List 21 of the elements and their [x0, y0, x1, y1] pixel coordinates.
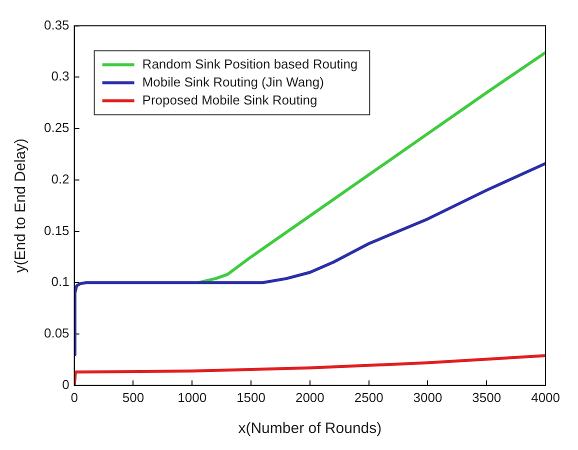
legend-label: Proposed Mobile Sink Routing — [142, 92, 318, 108]
x-tick-label: 1500 — [236, 390, 266, 405]
y-tick-label: 0.1 — [51, 274, 70, 290]
y-tick-label: 0.35 — [44, 17, 70, 32]
y-tick-label: 0.15 — [44, 222, 70, 238]
x-tick-label: 3500 — [472, 390, 502, 405]
x-tick-label: 4000 — [531, 390, 560, 405]
y-tick-label: 0.3 — [51, 68, 70, 84]
x-tick-label: 1000 — [178, 390, 207, 405]
x-tick-label: 3000 — [413, 390, 442, 405]
x-tick-label: 2500 — [354, 390, 384, 405]
x-tick-label: 2000 — [295, 390, 324, 405]
x-axis-title: x(Number of Rounds) — [238, 420, 382, 438]
y-axis-title: y(End to End Delay) — [12, 138, 30, 273]
y-tick-label: 0.25 — [44, 120, 70, 136]
y-tick-label: 0.05 — [44, 326, 70, 341]
legend-label: Mobile Sink Routing (Jin Wang) — [142, 74, 324, 90]
legend-label: Random Sink Position based Routing — [142, 56, 358, 72]
y-tick-label: 0.2 — [51, 171, 70, 186]
x-tick-label: 500 — [122, 390, 144, 405]
y-tick-label: 0 — [62, 376, 70, 392]
